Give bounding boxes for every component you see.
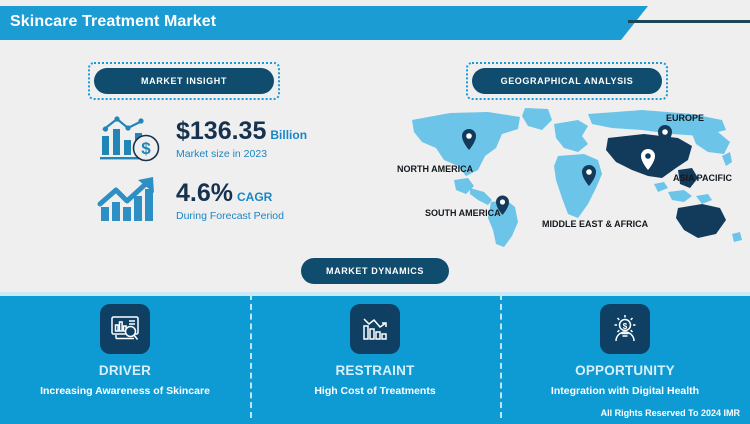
stat-cagr-value: 4.6% — [176, 179, 233, 208]
map-pin-europe — [658, 125, 672, 146]
geographical-analysis-label: GEOGRAPHICAL ANALYSIS — [472, 68, 662, 94]
declining-bar-chart-icon — [350, 304, 400, 354]
stat-cagr-unit: CAGR — [236, 190, 273, 205]
dynamics-card-opportunity: $ OPPORTUNITY Integration with Dig — [500, 296, 750, 424]
world-map: NORTH AMERICA SOUTH AMERICA EUROPE ASIA … — [392, 104, 750, 252]
band-top-accent — [0, 292, 750, 296]
dynamics-card-restraint-description: High Cost of Treatments — [314, 385, 436, 397]
dynamics-card-driver-description: Increasing Awareness of Skincare — [40, 385, 210, 397]
dynamics-cards: DRIVER Increasing Awareness of Skincare … — [0, 296, 750, 424]
market-insight-label: MARKET INSIGHT — [94, 68, 274, 94]
geographical-analysis-section-header: GEOGRAPHICAL ANALYSIS — [466, 62, 668, 100]
stat-market-size: $ $136.35 Billion Market size in 2023 — [96, 112, 307, 166]
stat-market-size-text: $136.35 Billion Market size in 2023 — [176, 118, 307, 159]
map-pin-asia-pacific — [641, 149, 655, 170]
map-label-south-america: SOUTH AMERICA — [425, 208, 501, 218]
stat-cagr-value-row: 4.6% CAGR — [176, 180, 284, 206]
svg-text:$: $ — [141, 139, 151, 158]
market-research-monitor-icon — [100, 304, 150, 354]
copyright-note: All Rights Reserved To 2024 IMR — [600, 408, 740, 418]
growth-arrow-icon — [96, 174, 168, 228]
world-map-graphic — [412, 108, 742, 247]
market-dynamics-label: MARKET DYNAMICS — [301, 258, 449, 284]
map-label-europe: EUROPE — [666, 113, 705, 123]
dynamics-card-opportunity-title: OPPORTUNITY — [575, 363, 675, 378]
dynamics-card-driver: DRIVER Increasing Awareness of Skincare — [0, 296, 250, 424]
map-pin-middle-east-africa — [582, 165, 596, 186]
card-divider-2 — [500, 294, 502, 418]
svg-text:$: $ — [623, 322, 628, 331]
map-label-north-america: NORTH AMERICA — [397, 164, 474, 174]
lightbulb-dollar-icon: $ — [600, 304, 650, 354]
page-title: Skincare Treatment Market — [10, 13, 217, 30]
stat-market-size-unit: Billion — [270, 128, 308, 143]
market-dynamics-band: DRIVER Increasing Awareness of Skincare … — [0, 292, 750, 424]
stat-market-size-value: $136.35 — [176, 117, 267, 146]
stat-cagr-caption: During Forecast Period — [176, 209, 284, 222]
stat-cagr-text: 4.6% CAGR During Forecast Period — [176, 180, 284, 221]
stat-market-size-value-row: $136.35 Billion — [176, 118, 307, 144]
market-insight-section-header: MARKET INSIGHT — [88, 62, 280, 100]
stat-market-size-caption: Market size in 2023 — [176, 147, 268, 160]
dynamics-card-driver-title: DRIVER — [98, 363, 152, 378]
dynamics-card-restraint: RESTRAINT High Cost of Treatments — [250, 296, 500, 424]
header-bar — [0, 6, 648, 40]
card-divider-1 — [250, 294, 252, 418]
bar-chart-dollar-icon: $ — [96, 112, 168, 166]
header-rule — [628, 20, 750, 23]
dynamics-card-opportunity-description: Integration with Digital Health — [550, 385, 700, 397]
map-pins — [462, 125, 672, 215]
stat-cagr: 4.6% CAGR During Forecast Period — [96, 174, 284, 228]
header: Skincare Treatment Market — [0, 6, 750, 40]
dynamics-card-restraint-title: RESTRAINT — [335, 363, 415, 378]
map-pin-south-america — [496, 195, 509, 215]
map-pin-north-america — [462, 129, 476, 150]
map-label-asia-pacific: ASIA PACIFIC — [673, 173, 733, 183]
map-label-middle-east-africa: MIDDLE EAST & AFRICA — [542, 219, 649, 229]
